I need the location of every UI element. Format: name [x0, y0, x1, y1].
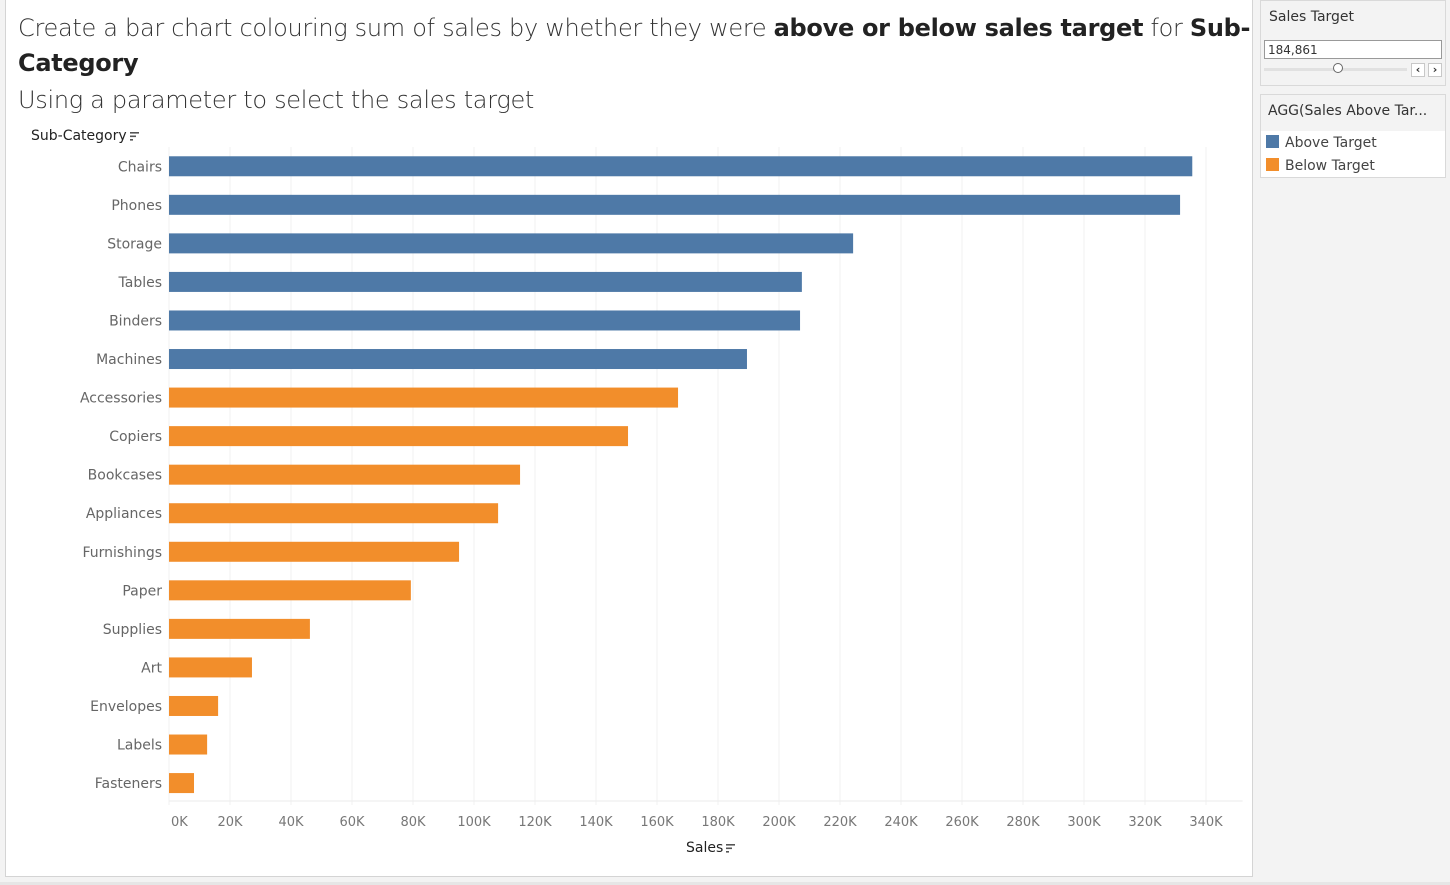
category-label[interactable]: Copiers [109, 429, 162, 445]
color-legend: AGG(Sales Above Tar... Above Target Belo… [1260, 94, 1446, 178]
bar-fasteners[interactable] [169, 773, 195, 794]
chevron-right-icon[interactable]: › [1428, 63, 1442, 77]
sort-icon[interactable] [129, 131, 140, 141]
chart-subtitle: Using a parameter to select the sales ta… [18, 86, 535, 114]
slider-thumb[interactable] [1333, 63, 1344, 73]
category-label[interactable]: Phones [111, 198, 162, 214]
category-label[interactable]: Paper [122, 583, 162, 599]
category-labels: Chairs Phones Storage Tables Binders Machines… [80, 159, 163, 792]
x-tick-label: 0K [171, 815, 188, 830]
bottom-divider [0, 882, 1450, 885]
x-tick-label: 300K [1067, 815, 1101, 830]
bar-phones[interactable] [169, 194, 1181, 215]
x-tick-label: 200K [762, 815, 796, 830]
legend-swatch [1266, 135, 1279, 148]
category-label[interactable]: Appliances [86, 506, 162, 522]
x-tick-label: 100K [457, 815, 491, 830]
bar-tables[interactable] [169, 271, 802, 292]
legend-title: AGG(Sales Above Tar... [1261, 95, 1445, 131]
x-axis-header[interactable]: Sales [686, 840, 736, 856]
bar-appliances[interactable] [169, 503, 499, 524]
x-tick-label: 120K [518, 815, 552, 830]
chart-title-line-1: Create a bar chart colouring sum of sale… [18, 14, 1251, 42]
x-axis-ticks: 0K 20K 40K 60K 80K 100K 120K 140K 160K 180K 200K 22… [171, 815, 1223, 830]
bar-chairs[interactable] [169, 156, 1193, 177]
legend-swatch [1266, 158, 1279, 171]
x-tick-label: 80K [400, 815, 426, 830]
category-label[interactable]: Binders [109, 313, 162, 329]
legend-item-above-target[interactable]: Above Target [1266, 135, 1377, 151]
legend-item-below-target[interactable]: Below Target [1266, 158, 1375, 174]
bar-copiers[interactable] [169, 426, 629, 447]
bar-paper[interactable] [169, 580, 411, 601]
legend-label: Below Target [1285, 158, 1375, 174]
bar-chart: Chairs Phones Storage Tables Binders Machines… [80, 147, 1243, 830]
bar-binders[interactable] [169, 310, 801, 331]
title-segment: Create a bar chart colouring sum of sale… [18, 14, 774, 42]
bar-art[interactable] [169, 657, 252, 678]
bar-bookcases[interactable] [169, 464, 521, 485]
title-segment: for [1143, 14, 1190, 42]
x-tick-label: 20K [217, 815, 243, 830]
bar-envelopes[interactable] [169, 695, 219, 716]
sales-target-input[interactable] [1264, 40, 1442, 59]
category-label[interactable]: Art [141, 660, 162, 676]
x-tick-label: 220K [823, 815, 857, 830]
chart-title-category: Category [18, 49, 139, 77]
category-label[interactable]: Tables [118, 275, 163, 291]
category-label[interactable]: Furnishings [82, 545, 162, 561]
bar-storage[interactable] [169, 233, 854, 254]
sort-icon[interactable] [726, 843, 736, 853]
category-label[interactable]: Accessories [80, 391, 162, 407]
x-tick-label: 160K [640, 815, 674, 830]
bar-supplies[interactable] [169, 618, 310, 639]
x-tick-label: 260K [945, 815, 979, 830]
title-segment: above or below sales target [773, 14, 1144, 42]
title-segment: Sub- [1189, 14, 1251, 42]
bar-labels[interactable] [169, 734, 208, 755]
bars [169, 156, 1193, 794]
x-tick-label: 180K [701, 815, 735, 830]
chart-title-line-2: Category [18, 49, 139, 77]
x-tick-label: 340K [1189, 815, 1223, 830]
x-tick-label: 40K [278, 815, 304, 830]
bar-machines[interactable] [169, 349, 747, 370]
category-label[interactable]: Supplies [103, 622, 162, 638]
x-tick-label: 320K [1128, 815, 1162, 830]
parameter-control-sales-target: Sales Target ‹ › [1260, 0, 1446, 86]
x-tick-label: 140K [579, 815, 613, 830]
chevron-left-icon[interactable]: ‹ [1411, 63, 1425, 77]
parameter-title: Sales Target [1269, 9, 1355, 25]
bar-accessories[interactable] [169, 387, 679, 408]
category-label[interactable]: Storage [107, 236, 162, 252]
category-label[interactable]: Bookcases [88, 468, 162, 484]
y-axis-title: Sub-Category [31, 128, 127, 144]
x-tick-label: 240K [884, 815, 918, 830]
x-axis-title: Sales [686, 840, 724, 856]
category-label[interactable]: Chairs [118, 159, 162, 175]
category-label[interactable]: Labels [117, 738, 162, 754]
category-label[interactable]: Fasteners [95, 776, 162, 792]
category-label[interactable]: Machines [96, 352, 162, 368]
y-axis-header[interactable]: Sub-Category [31, 128, 140, 144]
legend-label: Above Target [1285, 135, 1377, 151]
x-tick-label: 280K [1006, 815, 1040, 830]
category-label[interactable]: Envelopes [90, 699, 162, 715]
x-tick-label: 60K [339, 815, 365, 830]
bar-furnishings[interactable] [169, 541, 460, 562]
